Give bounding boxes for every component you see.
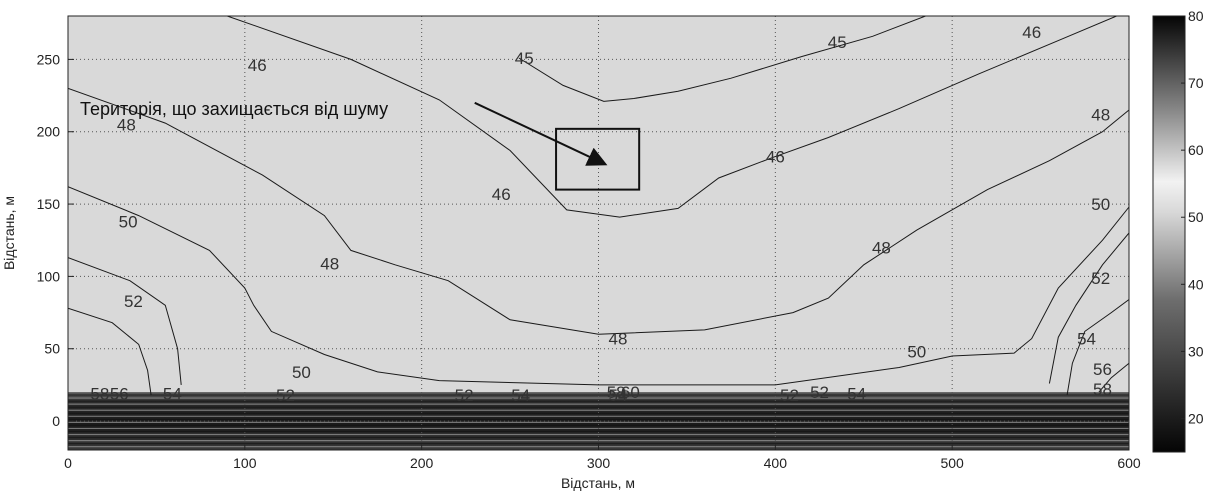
contour-label: 50 <box>1091 195 1110 214</box>
contour-line-46 <box>227 16 1117 218</box>
contour-line-54 <box>1066 299 1129 396</box>
contour-label: 52 <box>810 383 829 402</box>
contour-label: 46 <box>492 185 511 204</box>
contour-label: 46 <box>766 147 785 166</box>
colorbar-tick-label: 40 <box>1188 276 1204 292</box>
colorbar-tick-label: 70 <box>1188 75 1204 91</box>
contour-label: 45 <box>828 33 847 52</box>
contour-label: 50 <box>292 363 311 382</box>
contour-label: 58 <box>1093 380 1112 399</box>
contour-label: 58 <box>607 383 626 402</box>
contour-label: 56 <box>1093 360 1112 379</box>
contour-label: 52 <box>124 292 143 311</box>
colorbar-tick-label: 30 <box>1188 343 1204 359</box>
contour-label: 48 <box>117 116 136 135</box>
annotation-text: Територія, що захищається від шуму <box>80 99 388 119</box>
contour-line-52 <box>1048 232 1129 384</box>
contour-label: 48 <box>608 330 627 349</box>
contour-label: 54 <box>608 386 627 405</box>
contour-label: 54 <box>1077 330 1096 349</box>
colorbar-tick-label: 20 <box>1188 410 1204 426</box>
y-tick-label: 100 <box>37 268 61 284</box>
contour-label: 48 <box>320 254 339 273</box>
contour-label: 60 <box>621 383 640 402</box>
contour-label: 45 <box>515 49 534 68</box>
x-tick-label: 200 <box>410 455 434 471</box>
contour-label: 58 <box>90 385 109 404</box>
y-tick-label: 200 <box>37 124 61 140</box>
contour-label: 48 <box>872 238 891 257</box>
contour-lines <box>68 16 1129 396</box>
x-tick-label: 400 <box>764 455 788 471</box>
y-tick-label: 150 <box>37 196 61 212</box>
protected-area-rect <box>555 127 641 191</box>
contour-label: 54 <box>163 385 182 404</box>
contour-label: 56 <box>110 385 129 404</box>
contour-line-56 <box>1098 362 1129 393</box>
y-tick-label: 250 <box>37 51 61 67</box>
y-tick-label: 0 <box>52 413 60 429</box>
contour-label: 46 <box>1022 23 1041 42</box>
y-axis-ticks: 0 50 100 150 200 250 <box>37 51 74 429</box>
contour-line-54 <box>68 307 152 396</box>
x-tick-label: 0 <box>64 455 72 471</box>
annotation-arrow <box>474 101 608 166</box>
contour-line-52 <box>68 257 182 385</box>
contour-label: 52 <box>276 386 295 405</box>
contour-label: 50 <box>119 212 138 231</box>
colorbar-tick-label: 80 <box>1188 8 1204 24</box>
y-tick-label: 50 <box>44 341 60 357</box>
grid-lines <box>68 16 1129 450</box>
colorbar-tick-label: 60 <box>1188 142 1204 158</box>
y-axis-label: Відстань, м <box>1 196 17 270</box>
contour-label: 54 <box>511 386 530 405</box>
colorbar <box>1152 15 1186 453</box>
contour-label: 52 <box>1091 269 1110 288</box>
contour-line-50 <box>68 186 1129 386</box>
contour-line-48 <box>68 87 1129 335</box>
contour-label: 52 <box>780 386 799 405</box>
contour-label: 54 <box>847 385 866 404</box>
x-axis-label: Відстань, м <box>561 475 635 491</box>
contour-label: 52 <box>455 386 474 405</box>
contour-labels: 45 45 46 46 46 46 48 48 48 48 48 50 50 50 50 52 52 52 52 52… <box>90 23 1112 405</box>
x-tick-label: 100 <box>233 455 257 471</box>
colorbar-tick-label: 50 <box>1188 209 1204 225</box>
colorbar-ticks: 20 30 40 50 60 70 80 <box>1181 8 1204 426</box>
contour-line-45 <box>518 16 926 102</box>
contour-label: 48 <box>1091 105 1110 124</box>
contour-label: 50 <box>907 343 926 362</box>
x-tick-label: 300 <box>587 455 611 471</box>
x-tick-label: 500 <box>940 455 964 471</box>
x-tick-label: 600 <box>1117 455 1141 471</box>
x-axis-ticks: 0 100 200 300 400 500 600 <box>64 444 1141 471</box>
contour-label: 46 <box>248 56 267 75</box>
